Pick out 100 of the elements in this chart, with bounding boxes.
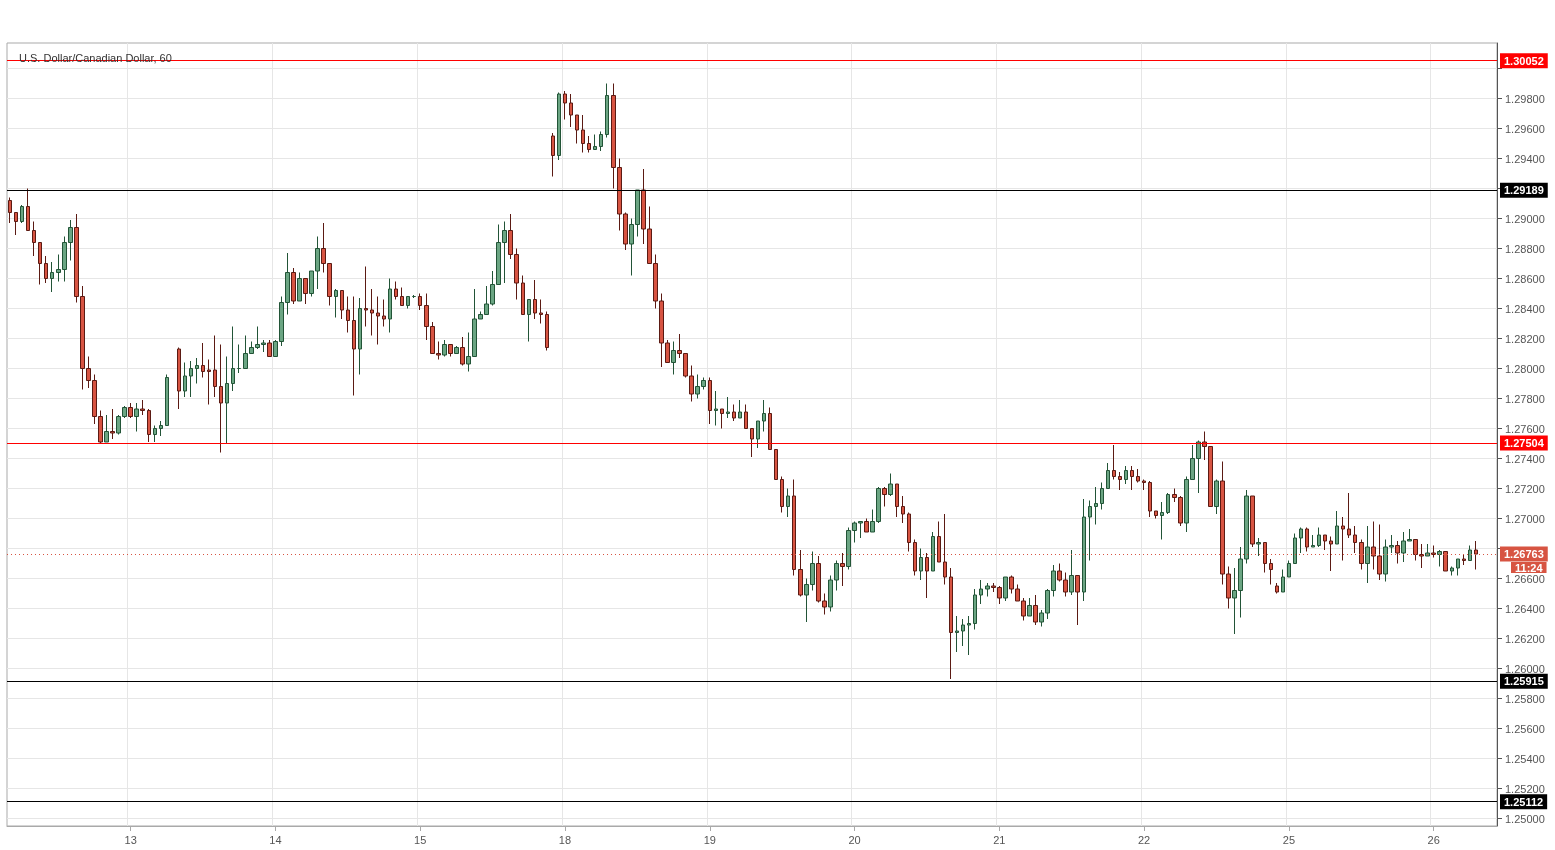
candlestick [1118, 471, 1122, 491]
candlestick [358, 297, 362, 375]
candlestick [1317, 527, 1321, 548]
candlestick [919, 548, 923, 581]
candlestick [334, 288, 338, 318]
y-tick-label: 1.26600 [1505, 572, 1545, 585]
candlestick [1323, 534, 1327, 551]
candlestick [1269, 558, 1273, 585]
candlestick [973, 588, 977, 630]
candlestick [1299, 527, 1303, 554]
candlestick [20, 204, 24, 224]
candlestick [599, 131, 603, 152]
candlestick [732, 404, 736, 422]
candlestick [1142, 479, 1146, 491]
candlestick [1305, 527, 1309, 552]
candlestick [1100, 482, 1104, 510]
candlestick [340, 290, 344, 320]
candlestick [400, 287, 404, 306]
candlestick [931, 531, 935, 572]
candlestick [539, 299, 543, 324]
x-tick-label: 25 [1282, 833, 1296, 846]
candlestick [1160, 501, 1164, 540]
y-tick-label: 1.27400 [1505, 452, 1545, 465]
candlestick [1112, 444, 1116, 480]
candlestick [165, 374, 169, 426]
x-tick-label: 21 [993, 833, 1006, 846]
candlestick [708, 377, 712, 425]
candlestick [1293, 533, 1297, 564]
candlestick [575, 114, 579, 144]
candlestick [153, 425, 157, 443]
candlestick [527, 299, 531, 342]
candlestick [545, 311, 549, 351]
y-tick-label: 1.26000 [1505, 662, 1545, 675]
candlestick [1148, 480, 1152, 518]
candlestick [1088, 500, 1092, 561]
candlestick [1425, 543, 1430, 557]
candlestick [237, 344, 241, 374]
candlestick [370, 288, 374, 336]
candlestick [1281, 569, 1285, 593]
candlestick [1250, 495, 1255, 548]
candlestick [14, 212, 18, 236]
candlestick [569, 93, 573, 128]
candlestick [1027, 597, 1032, 617]
candlestick [352, 296, 356, 396]
candlestick [967, 615, 971, 656]
candlestick [1094, 486, 1098, 525]
candlestick [1275, 582, 1279, 594]
y-tick-label: 1.28600 [1505, 272, 1545, 285]
candlestick [726, 396, 730, 419]
candlestick [738, 399, 742, 419]
candlestick [267, 339, 272, 357]
y-tick-label: 1.27800 [1505, 392, 1545, 405]
candlestick [882, 486, 887, 507]
candlestick [907, 512, 911, 552]
candlestick [128, 402, 133, 419]
candlestick [895, 483, 899, 518]
candlestick [563, 90, 567, 120]
candlestick [201, 342, 205, 378]
candlestick [231, 326, 235, 392]
x-tick-label: 20 [848, 833, 861, 846]
ref-line-label: 1.26763 [1504, 548, 1544, 561]
candlestick [38, 242, 42, 285]
candlestick [297, 272, 302, 302]
candlestick [8, 197, 12, 224]
candlestick [382, 299, 386, 327]
candlestick [1075, 575, 1080, 626]
y-tick-label: 1.25800 [1505, 692, 1545, 705]
candlestick [110, 408, 115, 440]
candlestick [1069, 549, 1074, 596]
candlestick [195, 357, 199, 384]
y-tick-label: 1.28000 [1505, 362, 1545, 375]
y-tick-label: 1.25200 [1505, 782, 1545, 795]
y-tick-label: 1.26400 [1505, 602, 1545, 615]
candlestick [581, 114, 585, 153]
candlestick [593, 134, 597, 150]
candlestick [1335, 510, 1339, 545]
candlestick [219, 344, 223, 453]
candlestick [225, 356, 229, 444]
candlestick [460, 336, 465, 366]
y-tick-label: 1.28400 [1505, 302, 1545, 315]
candlestick [551, 132, 555, 177]
x-tick-label: 22 [1137, 833, 1151, 846]
candlestick [159, 420, 163, 437]
text: 11:24 [1515, 561, 1544, 574]
y-tick-label: 1.29000 [1505, 212, 1545, 225]
candlestick [183, 362, 187, 398]
candlestick [1166, 492, 1170, 515]
y-tick-label: 1.27600 [1505, 422, 1545, 435]
candlestick [961, 618, 965, 647]
candlestick [756, 420, 760, 449]
candlestick [720, 408, 724, 429]
candlestick [955, 615, 959, 653]
candlestick [774, 449, 778, 480]
candlestick [557, 92, 561, 161]
y-tick-label: 1.25600 [1505, 722, 1545, 735]
candlestick [1130, 465, 1134, 491]
y-tick-label: 1.27200 [1505, 482, 1545, 495]
candlestick [1347, 492, 1351, 539]
y-tick-label: 1.25400 [1505, 752, 1545, 765]
candlestick [448, 344, 453, 357]
